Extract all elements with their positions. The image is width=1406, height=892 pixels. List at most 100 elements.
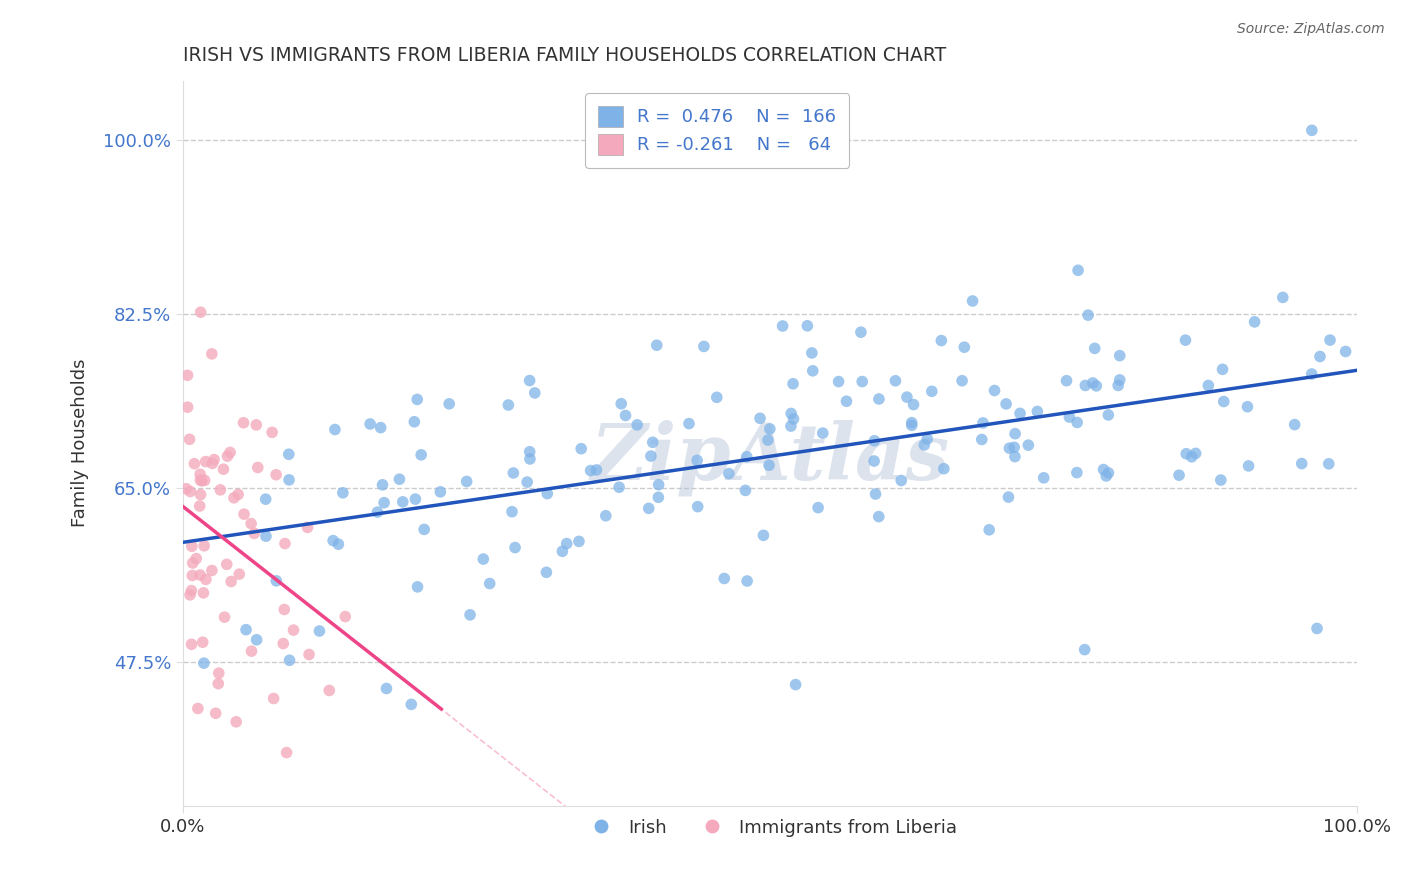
Point [890, 474, 912, 488]
Point [375, 681, 398, 696]
Point [1107, 378, 1129, 392]
Point [1309, 350, 1331, 364]
Y-axis label: Family Households: Family Households [72, 359, 89, 527]
Point [647, 491, 669, 505]
Point [323, 423, 346, 437]
Point [1059, 410, 1081, 425]
Point [931, 334, 953, 348]
Point [406, 580, 429, 594]
Point [458, 607, 481, 622]
Point [266, 574, 288, 588]
Point [551, 544, 574, 558]
Point [335, 609, 357, 624]
Point [201, 347, 224, 361]
Point [1209, 473, 1232, 487]
Point [1073, 642, 1095, 657]
Point [516, 475, 538, 489]
Point [735, 574, 758, 588]
Point [332, 485, 354, 500]
Point [835, 394, 858, 409]
Point [204, 706, 226, 721]
Point [1026, 404, 1049, 418]
Point [271, 636, 294, 650]
Point [903, 398, 925, 412]
Point [371, 478, 394, 492]
Point [1004, 450, 1026, 464]
Point [262, 425, 284, 440]
Point [780, 419, 803, 434]
Point [900, 418, 922, 433]
Point [263, 691, 285, 706]
Point [1056, 374, 1078, 388]
Point [1168, 468, 1191, 483]
Point [278, 473, 301, 487]
Point [429, 484, 451, 499]
Point [186, 551, 208, 566]
Point [1008, 406, 1031, 420]
Point [1243, 315, 1265, 329]
Point [1174, 333, 1197, 347]
Point [780, 407, 803, 421]
Point [607, 480, 630, 494]
Point [717, 467, 740, 481]
Point [193, 586, 215, 600]
Point [413, 523, 436, 537]
Point [1077, 308, 1099, 322]
Point [1301, 123, 1323, 137]
Point [1236, 400, 1258, 414]
Point [212, 462, 235, 476]
Point [865, 487, 887, 501]
Point [827, 375, 849, 389]
Point [191, 635, 214, 649]
Point [759, 422, 782, 436]
Point [1004, 426, 1026, 441]
Point [950, 374, 973, 388]
Point [536, 566, 558, 580]
Point [181, 556, 204, 570]
Point [225, 714, 247, 729]
Point [193, 656, 215, 670]
Point [322, 533, 344, 548]
Point [1319, 333, 1341, 347]
Point [191, 474, 214, 488]
Point [863, 434, 886, 448]
Point [1074, 378, 1097, 392]
Point [373, 496, 395, 510]
Point [1092, 462, 1115, 476]
Point [519, 374, 541, 388]
Point [456, 475, 478, 489]
Point [180, 637, 202, 651]
Point [228, 567, 250, 582]
Point [1284, 417, 1306, 432]
Point [370, 420, 392, 434]
Point [807, 500, 830, 515]
Point [1066, 466, 1088, 480]
Point [176, 368, 198, 383]
Point [536, 486, 558, 500]
Point [219, 574, 242, 589]
Point [614, 409, 637, 423]
Point [979, 523, 1001, 537]
Point [997, 490, 1019, 504]
Point [318, 683, 340, 698]
Point [478, 576, 501, 591]
Point [1184, 446, 1206, 460]
Point [283, 623, 305, 637]
Point [585, 463, 607, 477]
Point [188, 467, 211, 482]
Point [187, 701, 209, 715]
Point [401, 698, 423, 712]
Point [678, 417, 700, 431]
Point [912, 438, 935, 452]
Point [796, 318, 818, 333]
Point [868, 509, 890, 524]
Point [176, 400, 198, 414]
Point [962, 293, 984, 308]
Point [1334, 344, 1357, 359]
Point [276, 746, 298, 760]
Point [194, 454, 217, 468]
Point [641, 435, 664, 450]
Point [1271, 290, 1294, 304]
Point [174, 482, 197, 496]
Point [752, 528, 775, 542]
